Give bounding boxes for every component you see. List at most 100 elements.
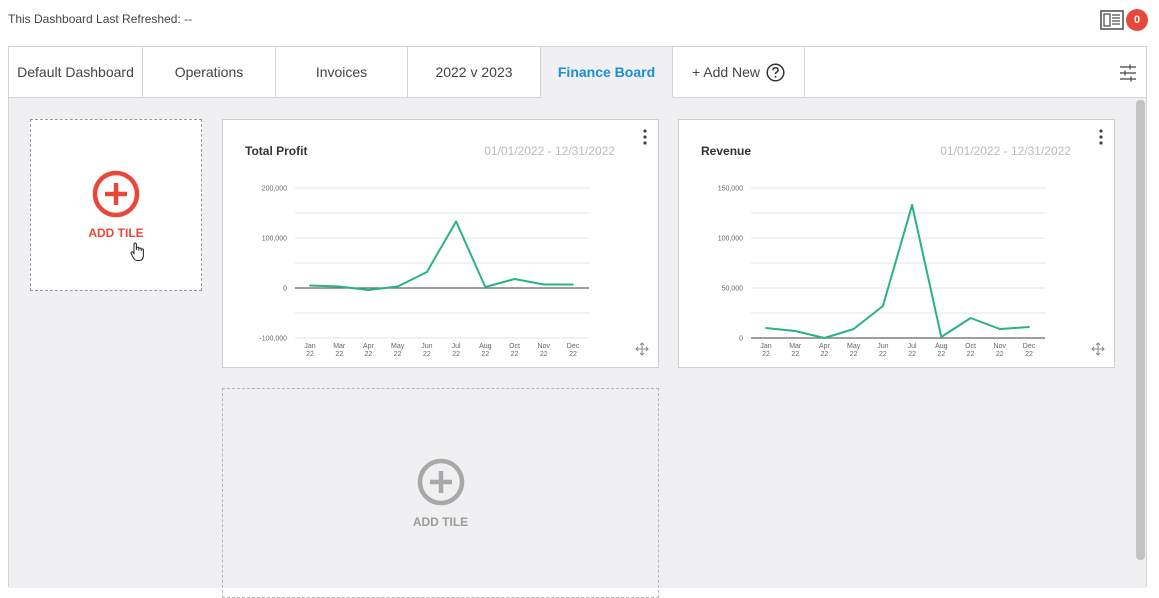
x-tick-label: Apr [363,343,375,350]
tab-label: Default Dashboard [17,64,134,80]
x-tick-label: Jun [877,343,888,350]
data-point [911,204,914,206]
x-tick-label: Aug [479,343,492,350]
data-point [969,317,972,319]
tab-label: Operations [174,64,244,80]
x-tick-label-year: 22 [821,351,829,358]
tab-label: 2022 v 2023 [435,64,513,80]
y-tick-label: 100,000 [718,236,743,243]
x-tick-label-year: 22 [937,351,945,358]
add-tile-label: ADD TILE [412,514,469,529]
add-tile-button[interactable]: ADD TILE [30,119,202,291]
y-tick-label: 50,000 [722,286,744,293]
tab-label: + Add New [691,64,761,80]
x-tick-label: Nov [994,343,1007,350]
x-tick-label: May [391,343,405,350]
x-tick-label-year: 22 [791,351,799,358]
tab-finance-board[interactable]: Finance Board [541,47,673,98]
data-point [309,284,311,287]
tile-date-range: 01/01/2022 - 12/31/2022 [940,144,1071,158]
y-tick-label: 100,000 [262,236,287,243]
move-icon[interactable] [1091,342,1105,356]
x-tick-label-year: 22 [335,351,343,358]
kebab-menu-icon[interactable] [642,128,648,146]
vertical-scrollbar[interactable] [1134,98,1146,588]
last-refreshed-label: This Dashboard Last Refreshed: -- [8,12,193,26]
data-point [765,327,767,329]
settings-sliders-icon[interactable] [1118,63,1138,83]
total-profit-chart: -100,0000100,000200,000Jan22Mar22Apr22Ma… [259,186,589,358]
data-point [338,285,341,288]
x-tick-label-year: 22 [1025,351,1033,358]
series-line [765,204,1030,339]
x-tick-label-year: 22 [452,351,460,358]
data-point [425,271,428,273]
x-tick-label: Jul [452,343,461,350]
data-point [484,286,487,288]
data-point [823,337,826,339]
tab-invoices[interactable]: Invoices [276,47,408,98]
dashboard-tabs: Default Dashboard Operations Invoices 20… [9,47,805,98]
notification-badge[interactable]: 0 [1126,9,1148,31]
x-tick-label-year: 22 [540,351,548,358]
x-tick-label: Apr [819,343,831,350]
x-tick-label: Oct [509,343,520,350]
data-point [998,328,1001,330]
header-icons: 0 [1100,9,1148,31]
data-point [367,289,370,291]
x-tick-label: May [847,343,861,350]
revenue-tile: Revenue 01/01/2022 - 12/31/2022 0 50,000 1… [678,119,1115,368]
data-point [513,278,516,280]
dashboard-frame: Default Dashboard Operations Invoices 20… [8,46,1147,598]
x-tick-label: Aug [935,343,948,350]
dashboard-header: This Dashboard Last Refreshed: -- 0 [0,0,1159,46]
tab-default-dashboard[interactable]: Default Dashboard [9,47,143,98]
add-tile-label: ADD TILE [88,226,144,240]
x-tick-label: Jun [421,343,432,350]
x-tick-label-year: 22 [481,351,489,358]
help-icon[interactable] [766,62,785,82]
data-point [794,330,797,332]
data-point [1028,326,1030,328]
data-point [542,283,545,286]
x-tick-label: Nov [538,343,551,350]
data-point [572,283,574,286]
kebab-menu-icon[interactable] [1098,128,1104,146]
hand-cursor-icon [130,242,144,261]
tab-add-new[interactable]: + Add New [673,47,805,98]
x-tick-label-year: 22 [306,351,314,358]
tab-label: Invoices [315,64,368,80]
tile-title: Revenue [701,144,752,158]
add-circle-icon [417,458,464,505]
total-profit-tile: Total Profit 01/01/2022 - 12/31/2022 -10… [222,119,659,368]
series-line [309,220,573,291]
dashboard-canvas: ADD TILE Total Profit 01/01/2022 - 12/31… [9,98,1146,598]
revenue-chart: 050,000100,000150,000Jan22Mar22Apr22May2… [718,186,1045,358]
y-tick-label: 0 [283,286,287,293]
y-tick-label: -100,000 [259,336,287,343]
tile-title: Total Profit [245,144,308,158]
move-icon[interactable] [635,342,649,356]
x-tick-label: Dec [1023,343,1036,350]
x-tick-label-year: 22 [423,351,431,358]
x-tick-label: Dec [567,343,580,350]
data-point [455,220,458,223]
tab-operations[interactable]: Operations [143,47,276,98]
layout-icon[interactable] [1100,10,1124,30]
tabs-toolbar [805,47,1146,98]
tile-date-range: 01/01/2022 - 12/31/2022 [484,144,615,158]
x-tick-label-year: 22 [511,351,519,358]
y-tick-label: 150,000 [718,186,743,193]
x-tick-label-year: 22 [394,351,402,358]
x-tick-label-year: 22 [850,351,858,358]
x-tick-label-year: 22 [365,351,373,358]
x-tick-label-year: 22 [569,351,577,358]
tab-2022-v-2023[interactable]: 2022 v 2023 [408,47,541,98]
x-tick-label-year: 22 [967,351,975,358]
scrollbar-thumb[interactable] [1136,100,1145,560]
x-tick-label-year: 22 [996,351,1004,358]
data-point [852,328,855,330]
data-point [396,285,399,288]
add-tile-placeholder[interactable]: ADD TILE [222,388,659,598]
add-circle-icon [92,170,140,218]
